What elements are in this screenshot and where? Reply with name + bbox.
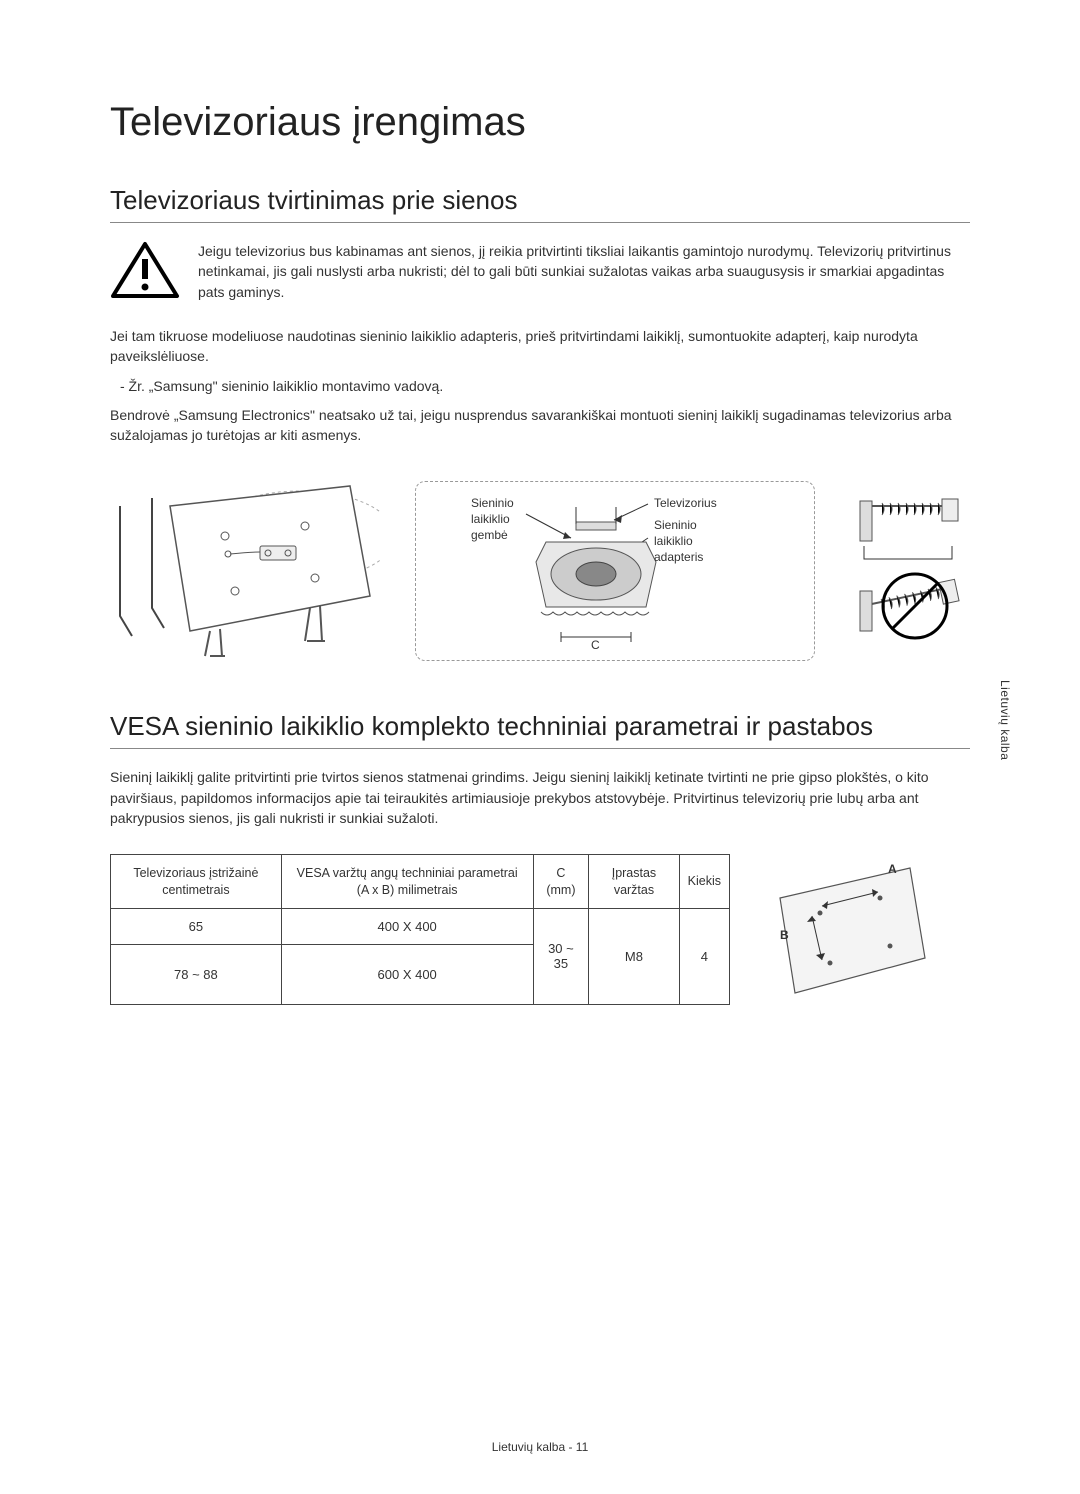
diagram-cross-section: Sieninio laikiklio gembė Televizorius Si… bbox=[415, 481, 815, 661]
th-c: C (mm) bbox=[533, 855, 589, 909]
th-size: Televizoriaus įstrižainė centimetrais bbox=[111, 855, 282, 909]
paragraph-2: Bendrovė „Samsung Electronics" neatsako … bbox=[110, 405, 970, 446]
warning-text: Jeigu televizorius bus kabinamas ant sie… bbox=[198, 241, 970, 302]
th-vesa: VESA varžtų angų techniniai parametrai (… bbox=[281, 855, 533, 909]
paragraph-1: Jei tam tikruose modeliuose naudotinas s… bbox=[110, 326, 970, 367]
cell-size: 78 ~ 88 bbox=[111, 944, 282, 1004]
diagram-screws bbox=[850, 481, 970, 661]
label-b: B bbox=[780, 928, 789, 944]
cell-size: 65 bbox=[111, 908, 282, 944]
label-a: A bbox=[888, 862, 897, 878]
vesa-table: Televizoriaus įstrižainė centimetrais VE… bbox=[110, 854, 730, 1005]
label-tv: Televizorius bbox=[654, 496, 717, 512]
page-title: Televizoriaus įrengimas bbox=[110, 100, 970, 145]
bullet-1: - Žr. „Samsung" sieninio laikiklio monta… bbox=[110, 376, 970, 396]
warning-icon bbox=[110, 241, 180, 301]
label-adapter: Sieninio laikiklio adapteris bbox=[654, 518, 703, 565]
cell-vesa: 400 X 400 bbox=[281, 908, 533, 944]
table-row: 65 400 X 400 30 ~ 35 M8 4 bbox=[111, 908, 730, 944]
diagram-tv-mount bbox=[110, 476, 380, 666]
cell-qty: 4 bbox=[679, 908, 729, 1004]
section2-paragraph: Sieninį laikiklį galite pritvirtinti pri… bbox=[110, 767, 970, 828]
th-qty: Kiekis bbox=[679, 855, 729, 909]
cell-vesa: 600 X 400 bbox=[281, 944, 533, 1004]
diagram-area: Sieninio laikiklio gembė Televizorius Si… bbox=[110, 471, 970, 671]
section2-heading: VESA sieninio laikiklio komplekto techni… bbox=[110, 711, 970, 749]
section1-heading: Televizoriaus tvirtinimas prie sienos bbox=[110, 185, 970, 223]
vesa-diagram: A B bbox=[760, 858, 940, 1008]
label-c: C bbox=[591, 638, 600, 654]
label-bracket: Sieninio laikiklio gembė bbox=[471, 496, 514, 543]
th-screw: Įprastas varžtas bbox=[589, 855, 679, 909]
page-footer: Lietuvių kalba - 11 bbox=[0, 1440, 1080, 1454]
cell-screw: M8 bbox=[589, 908, 679, 1004]
cell-c: 30 ~ 35 bbox=[533, 908, 589, 1004]
side-tab: Lietuvių kalba bbox=[998, 680, 1012, 760]
